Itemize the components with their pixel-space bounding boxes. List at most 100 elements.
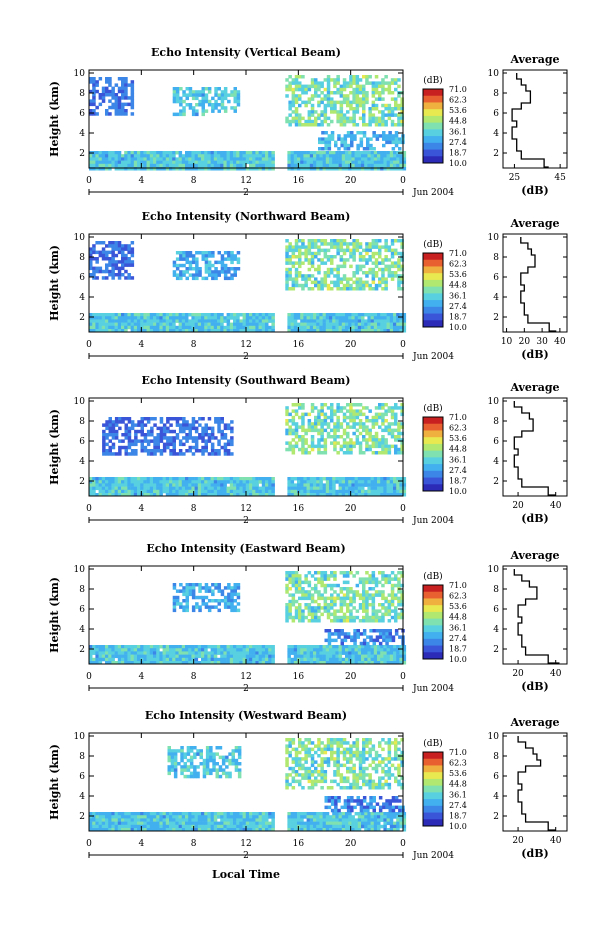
heatmap-cell [223, 599, 228, 603]
heatmap-cell [226, 316, 231, 320]
heatmap-cell [374, 593, 379, 597]
heatmap-cell [159, 157, 163, 161]
heatmap-cell [178, 489, 183, 494]
heatmap-cell [172, 449, 176, 453]
heatmap-cell [117, 167, 122, 171]
heatmap-cell [223, 433, 228, 437]
heatmap-cell [320, 110, 324, 114]
heatmap-cell [229, 480, 234, 484]
heatmap-cell [223, 151, 227, 155]
heatmap-cell [346, 287, 350, 291]
heatmap-cell [242, 486, 247, 491]
heatmap-cell [402, 329, 407, 333]
heatmap-cell [320, 435, 324, 439]
heatmap-cell [339, 571, 344, 575]
heatmap-cell [149, 483, 154, 487]
heatmap-cell [210, 426, 215, 431]
y-tick-label: 2 [79, 313, 85, 323]
heatmap-cell [229, 486, 234, 491]
heatmap-cell [389, 325, 394, 330]
heatmap-cell [101, 329, 106, 333]
heatmap-cell [239, 322, 243, 327]
heatmap-cell [89, 112, 93, 116]
heatmap-cell [105, 480, 109, 484]
heatmap-cell [95, 112, 99, 116]
colorbar-label: 53.6 [449, 106, 467, 115]
heatmap-cell [300, 167, 304, 171]
heatmap-cell [314, 116, 318, 121]
heatmap-cell [121, 247, 125, 251]
heatmap-cell [214, 103, 218, 107]
heatmap-cell [191, 254, 196, 258]
heatmap-cell [341, 163, 346, 168]
heatmap-cell [397, 451, 401, 455]
heatmap-cell [335, 154, 339, 158]
heatmap-cell [294, 444, 299, 449]
heatmap-cell [233, 648, 237, 652]
heatmap-cell [217, 270, 221, 274]
heatmap-cell [384, 438, 388, 442]
heatmap-cell [121, 266, 125, 271]
heatmap-cell [349, 242, 353, 246]
heatmap-cell [229, 313, 234, 317]
heatmap-cell [352, 574, 356, 578]
heatmap-cell [317, 441, 321, 445]
heatmap-cell [102, 452, 106, 456]
heatmap-cell [322, 319, 327, 323]
heatmap-cell [325, 329, 330, 333]
heatmap-cell [388, 137, 392, 141]
heatmap-cell [130, 477, 135, 481]
heatmap-cell [361, 160, 365, 165]
heatmap-cell [381, 415, 385, 420]
heatmap-cell [351, 157, 355, 161]
heatmap-cell [355, 239, 360, 243]
heatmap-cell [381, 403, 385, 407]
heatmap-cell [346, 615, 350, 620]
heatmap-cell [397, 596, 401, 601]
colorbar-segment [423, 259, 443, 267]
heatmap-cell [333, 280, 337, 285]
heatmap-cell [352, 123, 356, 127]
heatmap-cell [239, 477, 243, 481]
heatmap-cell [322, 313, 327, 317]
heatmap-cell [354, 329, 359, 333]
heatmap-cell [397, 422, 401, 426]
heatmap-cell [387, 107, 392, 111]
heatmap-cell [346, 119, 350, 124]
heatmap-cell [207, 433, 212, 437]
heatmap-cell [300, 313, 304, 317]
heatmap-cell [249, 651, 253, 655]
heatmap-cell [255, 483, 259, 487]
heatmap-cell [291, 422, 296, 426]
heatmap-cell [338, 160, 343, 165]
heatmap-cell [365, 283, 369, 288]
heatmap-cell [341, 489, 346, 494]
heatmap-cell [194, 319, 199, 323]
heatmap-cell [397, 431, 401, 436]
heatmap-cell [293, 325, 298, 330]
heatmap-cell [380, 167, 384, 171]
heatmap-cell [320, 577, 324, 581]
heatmap-cell [223, 657, 227, 662]
heatmap-cell [261, 661, 266, 665]
heatmap-cell [191, 90, 196, 94]
heatmap-cell [268, 489, 272, 494]
heatmap-cell [384, 242, 388, 246]
heatmap-cell [114, 102, 119, 107]
heatmap-cell [108, 250, 112, 255]
heatmap-cell [133, 316, 138, 320]
heatmap-cell [227, 592, 231, 597]
colorbar-segment [423, 320, 443, 328]
heatmap-cell [114, 651, 119, 655]
heatmap-cell [332, 645, 336, 649]
heatmap-cell [111, 86, 115, 91]
heatmap-cell [140, 433, 144, 437]
heatmap-cell [336, 403, 340, 407]
heatmap-cell [357, 645, 362, 649]
heatmap-cell [342, 87, 347, 92]
heatmap-cell [339, 258, 344, 262]
colorbar-label: 44.8 [449, 445, 467, 454]
heatmap-cell [127, 452, 132, 456]
heatmap-cell [159, 661, 163, 665]
heatmap-cell [374, 258, 379, 262]
